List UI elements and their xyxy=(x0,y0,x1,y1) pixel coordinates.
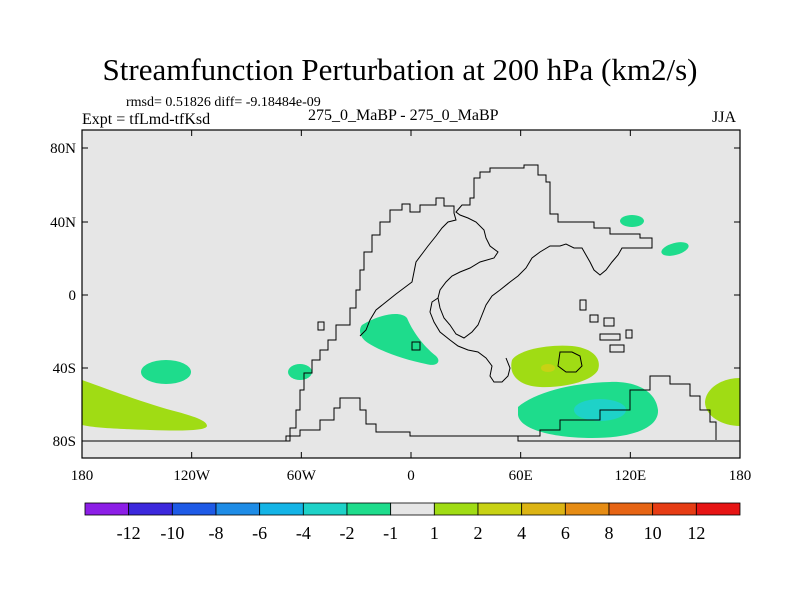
lon-tick-label: 120E xyxy=(614,468,646,484)
stats-line: rmsd= 0.51826 diff= -9.18484e-09 xyxy=(126,95,321,110)
colorbar-label: -12 xyxy=(117,523,141,543)
coastlines xyxy=(82,164,740,442)
colorbar-label: 10 xyxy=(644,523,662,543)
coastline-australia xyxy=(557,351,583,373)
colorbar-label: -10 xyxy=(160,523,184,543)
colorbar-label: -4 xyxy=(296,523,311,543)
colorbar-label: -2 xyxy=(340,523,355,543)
lat-tick-label: 80S xyxy=(53,434,76,450)
tropical-atlantic-negative xyxy=(360,314,439,365)
colorbar-swatch xyxy=(695,502,741,516)
contour-fills xyxy=(82,215,740,438)
lon-tick-label: 60W xyxy=(287,468,317,484)
south-pacific-positive-west xyxy=(82,380,207,431)
coastline-africa-south xyxy=(429,297,511,383)
lon-tick-label: 0 xyxy=(407,468,415,484)
colorbar-label: 4 xyxy=(517,523,526,543)
north-pacific-negative-b xyxy=(661,242,689,256)
colorbar-swatch xyxy=(390,502,435,516)
indian-ocean-positive-core xyxy=(541,364,555,372)
colorbar-label: 8 xyxy=(605,523,614,543)
lat-tick-label: 40N xyxy=(50,215,76,231)
coastline-antarctic-peninsula-east xyxy=(518,375,717,440)
colorbar-swatch xyxy=(128,502,173,516)
colorbar-swatch xyxy=(84,502,130,516)
lon-tick-label: 60E xyxy=(509,468,533,484)
colorbar-swatch xyxy=(215,502,261,516)
colorbar-label: -1 xyxy=(383,523,398,543)
comparison-label: 275_0_MaBP - 275_0_MaBP xyxy=(308,107,499,124)
south-atlantic-negative-small xyxy=(288,364,312,380)
colorbar-swatch xyxy=(259,502,304,516)
colorbar-label: -8 xyxy=(209,523,224,543)
colorbar-swatch xyxy=(302,502,348,516)
colorbar-swatch xyxy=(477,502,523,516)
indian-ocean-positive xyxy=(511,345,599,388)
coastline-arctic-africa-eurasia xyxy=(437,164,653,339)
south-pacific-negative-small xyxy=(141,360,191,384)
colorbar-swatch xyxy=(433,502,479,516)
colorbar-label: 12 xyxy=(687,523,705,543)
colorbar-swatch xyxy=(608,502,654,516)
coastline-americas xyxy=(82,197,457,442)
colorbar-label: 2 xyxy=(474,523,483,543)
colorbar-swatch xyxy=(346,502,392,516)
colorbar: -12 -10 -8 -6 -4 -2 -1 1 2 4 6 8 10 12 xyxy=(84,502,741,543)
colorbar-label: 1 xyxy=(430,523,439,543)
lat-tick-label: 40S xyxy=(53,361,76,377)
colorbar-swatch xyxy=(521,502,566,516)
experiment-label: Expt = tfLmd-tfKsd xyxy=(82,111,211,128)
map-axes: 80N 40N 0 40S 80S 180 120W 60W 0 60E 120E 180 xyxy=(50,130,751,484)
south-pacific-positive-east xyxy=(705,378,740,426)
coastline-small-islands xyxy=(317,321,421,351)
plot-title: Streamfunction Perturbation at 200 hPa (… xyxy=(102,52,698,87)
lon-tick-label: 180 xyxy=(71,468,94,484)
colorbar-swatch xyxy=(652,502,697,516)
lat-tick-label: 0 xyxy=(69,288,77,304)
lon-tick-label: 120W xyxy=(173,468,211,484)
coastline-maritime xyxy=(579,299,633,353)
colorbar-label: 6 xyxy=(561,523,570,543)
season-label: JJA xyxy=(712,109,737,126)
colorbar-swatch xyxy=(171,502,217,516)
lon-tick-label: 180 xyxy=(729,468,752,484)
lat-tick-label: 80N xyxy=(50,141,76,157)
coastline-antarctica xyxy=(82,397,740,442)
north-pacific-negative-a xyxy=(620,215,644,227)
colorbar-swatch xyxy=(564,502,610,516)
colorbar-label: -6 xyxy=(252,523,267,543)
